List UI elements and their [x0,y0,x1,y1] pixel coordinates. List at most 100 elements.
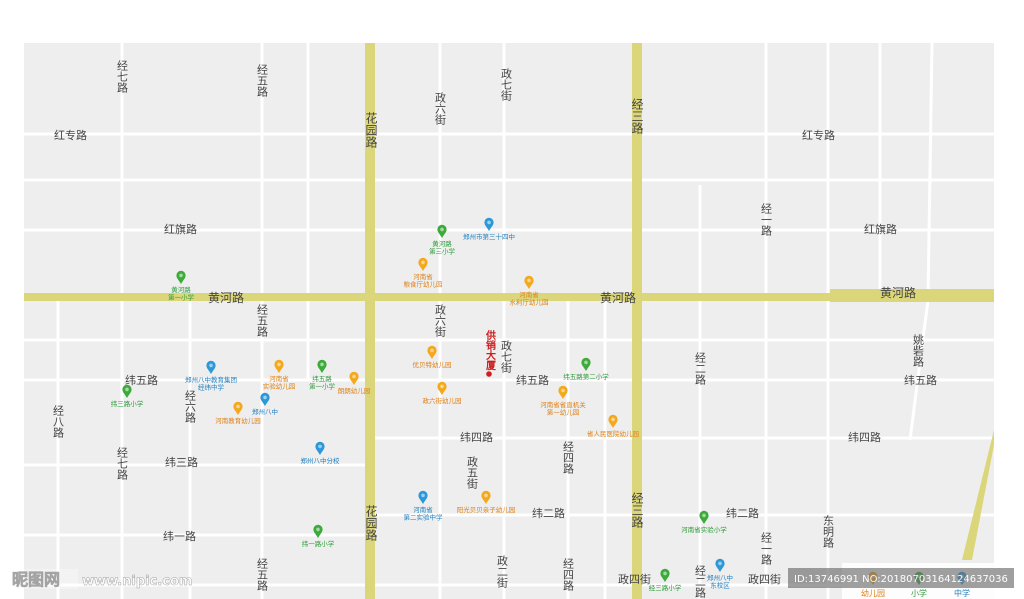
huanghe-road-east-widen [830,289,994,302]
poi-label: 省人民医院幼儿园 [587,429,639,438]
road-label: 花园路 [364,111,378,149]
poi-label: 河南省 [413,272,433,281]
poi-label: 纬三路小学 [111,399,144,408]
road-label: 黄河路 [208,290,244,305]
legend-label: 幼儿园 [861,588,885,598]
road-label: 红专路 [802,128,835,142]
poi-label: 河南省省直机关 [540,400,586,409]
road-label: 政六街 [434,91,447,126]
road-label: 东明路 [822,515,835,549]
road-label: 经三路 [630,492,644,529]
poi-marker[interactable]: 河南教育幼儿园 [215,401,261,425]
road-label: 纬一路 [163,530,196,543]
watermark: 昵图网 www.nipic.com ID:13746991 NO:2018070… [10,568,1014,589]
road-label: 经六路 [184,390,197,424]
road-labels: 经七路 经五路 政七街 政六街 花园路 经三路 红专路 红专路 经一路 红旗路 … [52,60,938,599]
poi-marker[interactable]: 阳光贝贝亲子幼儿园 [457,490,516,514]
road-label: 纬四路 [460,431,493,444]
road-label: 花园路 [364,504,378,542]
road-label: 政二街 [496,554,509,589]
poi-marker[interactable]: 优贝特幼儿园 [413,345,452,369]
road-label: 红专路 [54,128,87,142]
map-background [24,43,994,599]
road-label: 经一路 [760,532,773,566]
poi-label: 粮食厅幼儿园 [404,280,443,289]
poi-label: 第一小学 [309,382,336,391]
poi-label: 纬五路第二小学 [563,372,609,381]
poi-marker[interactable]: 纬一路小学 [302,524,335,548]
poi-label: 经纬中学 [198,383,225,392]
poi-marker[interactable]: 经三路小学 [649,568,682,592]
poi-marker[interactable]: 省人民医院幼儿园 [587,414,639,438]
poi-label: 河南省 [269,374,289,383]
poi-label: 河南教育幼儿园 [215,416,261,425]
poi-label: 水利厅幼儿园 [510,298,549,307]
road-label: 政六街 [434,303,447,338]
poi-marker[interactable]: 郑州八中 [252,392,278,416]
legend-item-middle: 中学 [954,571,970,598]
poi-label: 第一幼儿园 [547,408,580,417]
road-label: 经二路 [694,352,707,386]
poi-marker[interactable]: 朗朗幼儿园 [338,371,371,395]
road-label: 政五街 [466,455,479,490]
legend-item-kindergarten: 幼儿园 [861,571,885,598]
main-roads [24,43,994,599]
poi-label: 纬五路 [312,374,332,383]
road-label: 黄河路 [600,290,636,305]
road-label: 红旗路 [164,222,197,236]
road-label: 经三路 [630,98,644,135]
poi-label: 经三路小学 [649,583,682,592]
poi-label: 郑州市第三十四中 [463,232,515,241]
poi-marker[interactable]: 纬五路第二小学 [563,357,609,381]
poi-label: 朗朗幼儿园 [338,386,371,395]
road-label: 政七街 [500,339,513,374]
road-label: 经七路 [116,447,129,481]
poi-marker[interactable]: 政六街幼儿园 [423,381,462,405]
road-label: 纬五路 [125,374,158,387]
watermark-id: ID:13746991 NO:20180703164124637036 [794,574,1008,585]
landmark-dot [486,371,492,377]
poi-marker[interactable]: 河南省实验小学 [681,510,727,534]
road-label: 政七街 [500,67,513,102]
poi-label: 郑州八中 [252,407,278,416]
poi-label: 郑州八中 [707,573,733,582]
road-label: 红旗路 [864,222,897,236]
road-label: 纬二路 [726,507,759,520]
legend-label: 中学 [954,588,970,598]
poi-marker[interactable]: 郑州八中分校 [301,441,341,465]
road-label: 纬四路 [848,431,881,444]
road-label: 经四路 [562,441,575,475]
road-label: 黄河路 [880,285,916,300]
road-label: 经八路 [52,405,65,439]
jingsan-road-band [632,43,642,599]
road-label: 经一路 [760,203,773,237]
legend-label: 小学 [911,588,927,598]
road-label: 姚砦路 [912,333,925,368]
road-label: 经五路 [256,64,269,98]
road-label: 纬二路 [532,507,565,520]
road-label: 纬三路 [165,456,198,469]
watermark-id-box [788,568,1014,588]
poi-marker[interactable]: 郑州市第三十四中 [463,217,515,241]
poi-label: 东校区 [710,581,730,590]
poi-marker[interactable]: 纬三路小学 [111,384,144,408]
road-label: 纬五路 [904,374,937,387]
poi-label: 政六街幼儿园 [423,396,462,405]
landmark[interactable]: 供销大厦 [484,329,497,377]
minor-streets [24,42,994,599]
poi-label: 河南省 [519,290,539,299]
poi-label: 河南省实验小学 [681,525,727,534]
poi-label: 河南省 [413,505,433,514]
